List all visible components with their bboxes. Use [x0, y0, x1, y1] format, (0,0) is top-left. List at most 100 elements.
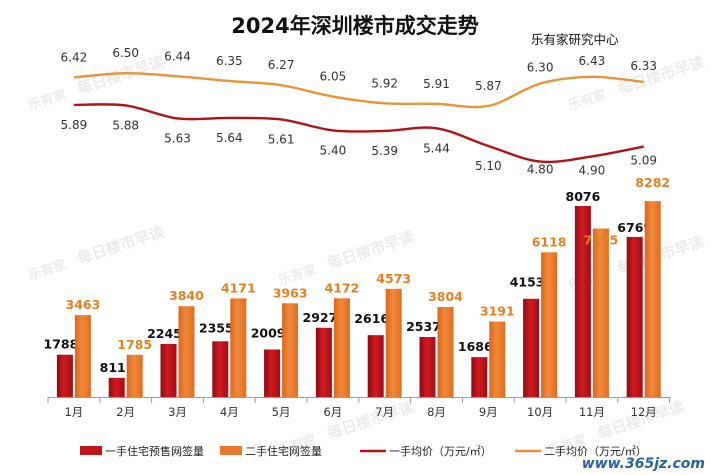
- line-label-new-home-price: 4.80: [527, 163, 554, 177]
- line-label-new-home-price: 5.64: [216, 131, 243, 145]
- line-label-resale-price: 6.42: [61, 50, 88, 64]
- bar-label-new-home: 2355: [199, 320, 234, 335]
- legend-label: 一手均价（万元/㎡）: [389, 444, 492, 458]
- bar-new-home: [419, 337, 436, 397]
- bar-new-home: [212, 341, 229, 397]
- bar-label-new-home: 2537: [406, 319, 441, 334]
- bar-resale-home: [437, 307, 454, 397]
- bar-label-new-home: 2245: [147, 326, 182, 341]
- line-label-new-home-price: 5.10: [475, 159, 502, 173]
- x-tick-label: 4月: [220, 405, 239, 419]
- bar-new-home: [108, 377, 125, 397]
- x-tick-label: 12月: [631, 405, 657, 419]
- bar-label-new-home: 6769: [617, 220, 652, 235]
- bar-label-resale-home: 4172: [325, 280, 360, 295]
- x-tick-label: 9月: [479, 405, 498, 419]
- legend-label: 二手住宅网签量: [245, 444, 322, 458]
- bar-resale-home: [644, 201, 661, 397]
- line-label-new-home-price: 5.89: [61, 118, 88, 132]
- x-tick-label: 1月: [64, 405, 83, 419]
- bar-label-resale-home: 3191: [480, 304, 515, 319]
- bar-new-home: [264, 349, 281, 397]
- watermark-logo: 乐有家: [566, 86, 609, 114]
- legend-item: 二手均价（万元/㎡）: [515, 444, 647, 458]
- bar-label-new-home: 1788: [44, 337, 79, 352]
- bar-label-resale-home: 8282: [635, 175, 670, 190]
- x-tick-label: 3月: [168, 405, 187, 419]
- bar-label-new-home: 2616: [354, 311, 389, 326]
- bar-label-resale-home: 3840: [169, 288, 204, 303]
- line-label-resale-price: 6.35: [216, 54, 243, 68]
- chart-title: 2024年深圳楼市成交走势: [231, 14, 478, 38]
- line-new-home-price: [73, 103, 644, 164]
- line-label-resale-price: 5.91: [423, 77, 450, 91]
- legend-swatch: [80, 446, 102, 455]
- bar-resale-home: [385, 288, 402, 397]
- line-label-resale-price: 6.50: [112, 46, 139, 60]
- corner-watermark: www.365jz.com: [582, 456, 705, 472]
- line-label-new-home-price: 5.40: [320, 143, 347, 157]
- bar-resale-home: [541, 252, 558, 397]
- bar-label-resale-home: 3963: [273, 285, 308, 300]
- bar-label-resale-home: 4573: [376, 271, 411, 286]
- bar-label-resale-home: 4171: [221, 280, 256, 295]
- legend-swatch: [220, 446, 242, 455]
- bar-resale-home: [126, 354, 143, 397]
- x-tick-label: 11月: [579, 405, 605, 419]
- watermark-logo: 乐有家: [26, 256, 69, 284]
- bar-new-home: [56, 354, 73, 397]
- bar-label-resale-home: 1785: [117, 337, 152, 352]
- bar-new-home: [523, 298, 540, 397]
- watermark-logo: 乐有家: [26, 86, 69, 114]
- bar-label-resale-home: 3804: [428, 289, 463, 304]
- bar-resale-home: [592, 228, 609, 397]
- x-tick-label: 6月: [323, 405, 342, 419]
- line-label-resale-price: 5.92: [371, 76, 398, 90]
- bar-resale-home: [74, 315, 91, 397]
- legend-item: 一手均价（万元/㎡）: [360, 444, 492, 458]
- bar-label-new-home: 4153: [510, 274, 545, 289]
- watermark-text: 每日楼市早读: [325, 228, 416, 273]
- bar-label-new-home: 1686: [458, 339, 493, 354]
- legend-label: 二手均价（万元/㎡）: [544, 444, 647, 458]
- bar-label-new-home: 8076: [566, 189, 601, 204]
- legend: 一手住宅预售网签量 二手住宅网签量 一手均价（万元/㎡） 二手均价（万元/㎡）: [80, 444, 647, 458]
- line-label-new-home-price: 4.90: [579, 163, 606, 177]
- line-label-new-home-price: 5.44: [423, 141, 450, 155]
- watermark-text: 每日楼市早读: [615, 53, 706, 98]
- bar-resale-home: [178, 306, 195, 397]
- line-label-resale-price: 6.43: [579, 54, 606, 68]
- bar-new-home: [315, 327, 332, 397]
- bar-resale-home: [282, 303, 299, 397]
- bar-resale-home: [230, 298, 247, 397]
- bar-label-resale-home: 6118: [532, 234, 567, 249]
- price-lines: 5.89 5.88 5.63 5.64 5.61 5.40 5.39 5.44 5.10 4.80…: [61, 46, 658, 177]
- x-tick-label: 7月: [375, 405, 394, 419]
- line-label-resale-price: 6.33: [630, 59, 657, 73]
- bar-new-home: [626, 236, 643, 397]
- bar-resale-home: [333, 298, 350, 397]
- line-label-resale-price: 6.30: [527, 61, 554, 75]
- x-tick-label: 2月: [116, 405, 135, 419]
- line-label-new-home-price: 5.61: [268, 132, 295, 146]
- bar-label-new-home: 2009: [251, 325, 286, 340]
- x-tick-label: 8月: [427, 405, 446, 419]
- bar-label-new-home: 2927: [303, 310, 338, 325]
- line-label-resale-price: 6.27: [268, 58, 295, 72]
- bar-label-resale-home: 7125: [584, 233, 619, 248]
- source-label: 乐有家研究中心: [531, 32, 619, 47]
- legend-item: 一手住宅预售网签量: [80, 444, 204, 458]
- line-label-resale-price: 6.05: [320, 70, 347, 84]
- legend-label: 一手住宅预售网签量: [105, 444, 204, 458]
- bar-new-home: [160, 343, 177, 397]
- bar-new-home: [471, 357, 488, 397]
- x-tick-label: 10月: [527, 405, 553, 419]
- bar-label-resale-home: 3463: [66, 297, 101, 312]
- x-tick-label: 5月: [272, 405, 291, 419]
- line-label-resale-price: 5.87: [475, 79, 502, 93]
- bar-resale-home: [489, 321, 506, 397]
- line-resale-price: [73, 71, 644, 109]
